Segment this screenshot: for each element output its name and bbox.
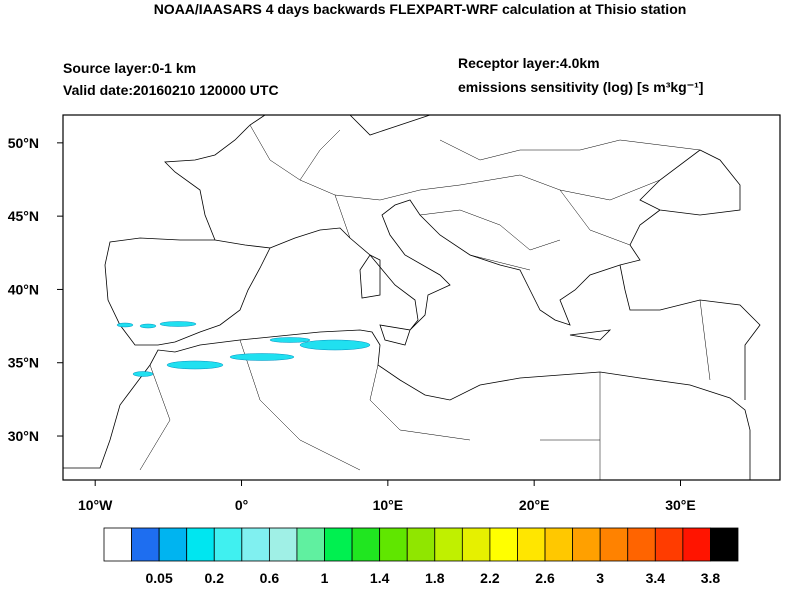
colorbar-box (131, 527, 160, 562)
colorbar-box (186, 527, 215, 562)
coastlines (63, 114, 761, 480)
colorbar-label: 0.05 (146, 570, 173, 585)
colorbar-label: 2.2 (480, 570, 500, 585)
plumes (116, 321, 371, 377)
y-tick-label: 30°N (8, 428, 39, 444)
plume (299, 339, 371, 351)
x-tick-label: 20°E (519, 497, 550, 513)
colorbar-box (406, 527, 436, 562)
colorbar-label: 3.8 (701, 570, 721, 585)
x-tick-label: 0° (235, 497, 248, 513)
x-tick-label: 10°W (78, 497, 113, 513)
units-label: emissions sensitivity (log) [s m³kg⁻¹] (458, 79, 703, 95)
colorbar-label: 0.6 (260, 570, 280, 585)
colorbar-box (213, 527, 243, 562)
colorbar-box (103, 527, 132, 562)
y-tick-label: 50°N (8, 135, 39, 151)
plume (139, 323, 157, 329)
plume (229, 353, 295, 361)
x-tick-label: 30°E (665, 497, 696, 513)
colorbar-label: 0.2 (205, 570, 225, 585)
map-frame (62, 114, 781, 481)
colorbar-box (241, 527, 270, 562)
colorbar-label: 3 (596, 570, 604, 585)
colorbar-box (682, 527, 711, 562)
plume (269, 337, 311, 343)
borders (139, 124, 711, 480)
valid-date: Valid date:20160210 120000 UTC (63, 82, 279, 98)
colorbar-box (517, 527, 546, 562)
source-layer: Source layer:0-1 km (63, 60, 196, 76)
colorbar-box (296, 527, 325, 562)
colorbar-box (544, 527, 574, 562)
colorbar-box (654, 527, 684, 562)
colorbar-box (461, 527, 491, 562)
y-tick-label: 35°N (8, 355, 39, 371)
colorbar-box (627, 527, 656, 562)
plume (132, 371, 154, 377)
colorbar-label: 3.4 (646, 570, 666, 585)
colorbar-box (324, 527, 353, 562)
colorbar-box (572, 527, 601, 562)
colorbar-label: 1.4 (370, 570, 390, 585)
y-tick-label: 45°N (8, 208, 39, 224)
title: NOAA/IAASARS 4 days backwards FLEXPART-W… (154, 1, 687, 17)
colorbar-box (379, 527, 408, 562)
plume (116, 322, 134, 328)
x-tick-label: 10°E (373, 497, 404, 513)
receptor-layer: Receptor layer:4.0km (458, 55, 600, 71)
colorbar-box (158, 527, 188, 562)
plume (166, 360, 224, 370)
colorbar-box (351, 527, 381, 562)
colorbar-box (268, 527, 298, 562)
plume (159, 321, 197, 327)
y-tick-label: 40°N (8, 281, 39, 297)
colorbar-label: 1 (321, 570, 329, 585)
colorbar-box (599, 527, 629, 562)
colorbar-label: 2.6 (535, 570, 555, 585)
colorbar-label: 1.8 (425, 570, 445, 585)
colorbar-box (489, 527, 518, 562)
colorbar-box (710, 527, 739, 562)
colorbar-box (434, 527, 463, 562)
